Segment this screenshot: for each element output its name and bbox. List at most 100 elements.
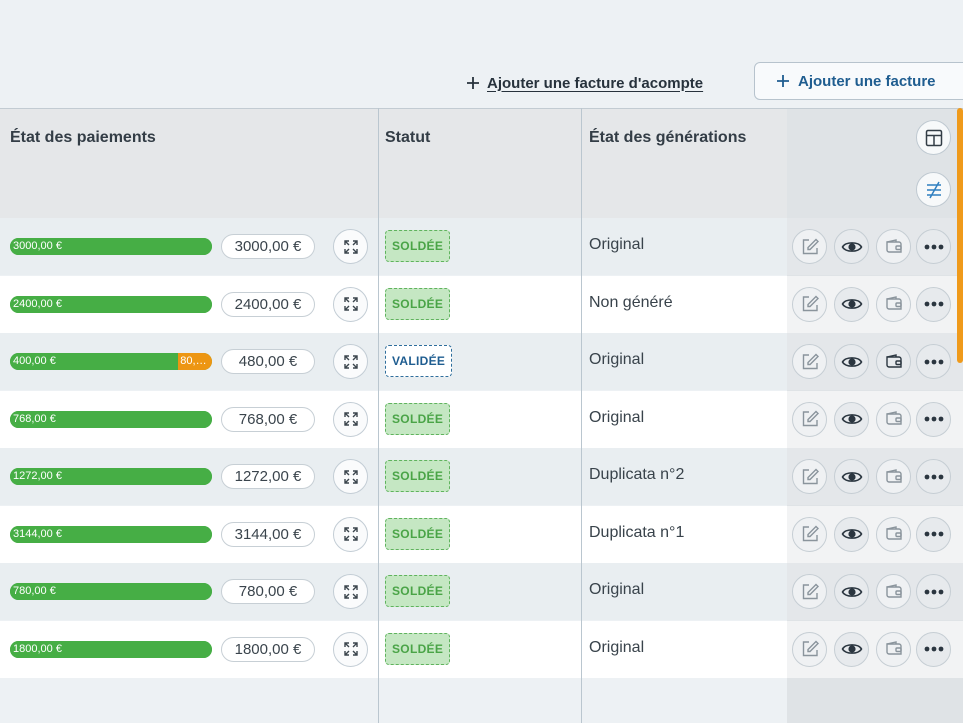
- edit-button[interactable]: [792, 286, 827, 322]
- row-main: 1800,00 € 1800,00 € SOLDÉE Original: [0, 620, 787, 678]
- invoice-total-amount: 780,00 €: [221, 579, 315, 604]
- payment-button[interactable]: [876, 516, 911, 552]
- more-icon: [924, 416, 943, 422]
- edit-button[interactable]: [792, 229, 827, 264]
- row-actions: [787, 218, 963, 275]
- view-button[interactable]: [834, 631, 869, 667]
- expand-row-button[interactable]: [333, 574, 368, 609]
- wallet-icon: [885, 411, 902, 425]
- view-button[interactable]: [834, 229, 869, 264]
- row-actions: [787, 620, 963, 678]
- more-options-button[interactable]: [916, 516, 951, 552]
- payment-button[interactable]: [876, 229, 911, 264]
- edit-icon: [802, 525, 819, 542]
- edit-button[interactable]: [792, 459, 827, 494]
- payment-button[interactable]: [876, 344, 911, 379]
- table-top-border: [0, 108, 963, 109]
- invoice-total-amount: 3000,00 €: [221, 234, 315, 259]
- edit-button[interactable]: [792, 344, 827, 379]
- more-icon: [924, 589, 943, 594]
- vertical-scrollbar-thumb[interactable]: [957, 108, 963, 363]
- expand-icon: [343, 584, 358, 599]
- payment-button[interactable]: [876, 574, 911, 609]
- expand-row-button[interactable]: [333, 229, 368, 264]
- edit-button[interactable]: [792, 401, 827, 437]
- more-options-button[interactable]: [916, 459, 951, 494]
- filter-icon: [926, 181, 941, 198]
- expand-icon: [343, 354, 358, 369]
- more-options-button[interactable]: [916, 229, 951, 264]
- more-icon: [924, 301, 943, 307]
- payment-button[interactable]: [876, 401, 911, 437]
- invoice-total-amount: 480,00 €: [221, 349, 315, 374]
- invoice-total-amount: 1272,00 €: [221, 464, 315, 489]
- add-deposit-invoice-button[interactable]: Ajouter une facture d'acompte: [466, 70, 703, 96]
- paid-amount-segment: 3144,00 €: [10, 525, 212, 543]
- paid-amount-segment: 768,00 €: [10, 410, 212, 428]
- eye-icon: [841, 471, 862, 482]
- payment-button[interactable]: [876, 631, 911, 667]
- edit-button[interactable]: [792, 574, 827, 609]
- expand-row-button[interactable]: [333, 401, 368, 437]
- view-button[interactable]: [834, 516, 869, 552]
- payment-button[interactable]: [876, 286, 911, 322]
- more-icon: [924, 646, 943, 652]
- column-divider: [581, 108, 582, 723]
- edit-button[interactable]: [792, 631, 827, 667]
- layout-columns-icon: [925, 129, 942, 146]
- column-layout-button[interactable]: [916, 120, 951, 155]
- edit-icon: [802, 238, 819, 254]
- status-badge: SOLDÉE: [385, 575, 451, 607]
- expand-icon: [343, 469, 358, 484]
- view-button[interactable]: [834, 459, 869, 494]
- expand-row-button[interactable]: [333, 459, 368, 494]
- eye-icon: [841, 644, 862, 654]
- edit-icon: [802, 640, 819, 657]
- payment-progress-bar: 1800,00 €: [10, 640, 212, 658]
- table-row: 1272,00 € 1272,00 € SOLDÉE Duplicata n°2: [0, 448, 963, 505]
- row-actions: [787, 275, 963, 333]
- payment-button[interactable]: [876, 459, 911, 494]
- add-invoice-button[interactable]: Ajouter une facture: [754, 62, 963, 100]
- table-row: 3144,00 € 3144,00 € SOLDÉE Duplicata n°1: [0, 505, 963, 563]
- table-row: 1800,00 € 1800,00 € SOLDÉE Original: [0, 620, 963, 678]
- view-button[interactable]: [834, 401, 869, 437]
- more-options-button[interactable]: [916, 344, 951, 379]
- status-badge: SOLDÉE: [385, 460, 451, 492]
- view-button[interactable]: [834, 574, 869, 609]
- paid-amount-segment: 400,00 €: [10, 353, 179, 370]
- expand-row-button[interactable]: [333, 286, 368, 322]
- row-main: 3000,00 € 3000,00 € SOLDÉE Original: [0, 218, 787, 275]
- more-icon: [924, 359, 943, 364]
- status-badge: SOLDÉE: [385, 230, 451, 262]
- expand-row-button[interactable]: [333, 516, 368, 552]
- paid-amount-segment: 3000,00 €: [10, 238, 212, 255]
- row-actions: [787, 390, 963, 448]
- payment-progress-bar: 2400,00 €: [10, 295, 212, 313]
- more-options-button[interactable]: [916, 286, 951, 322]
- filter-button[interactable]: [916, 172, 951, 207]
- generation-state: Duplicata n°1: [589, 523, 685, 541]
- expand-row-button[interactable]: [333, 344, 368, 379]
- more-options-button[interactable]: [916, 574, 951, 609]
- more-options-button[interactable]: [916, 631, 951, 667]
- view-button[interactable]: [834, 286, 869, 322]
- expand-row-button[interactable]: [333, 631, 368, 667]
- generation-state: Original: [589, 638, 645, 656]
- generation-state: Original: [589, 351, 645, 368]
- row-actions: [787, 333, 963, 390]
- wallet-icon: [885, 641, 902, 655]
- invoice-total-amount: 2400,00 €: [221, 291, 315, 317]
- eye-icon: [841, 414, 862, 424]
- more-icon: [924, 474, 943, 479]
- eye-icon: [841, 241, 862, 252]
- expand-icon: [343, 642, 358, 656]
- wallet-icon: [885, 238, 902, 253]
- edit-button[interactable]: [792, 516, 827, 552]
- eye-icon: [841, 299, 862, 309]
- table-row: 2400,00 € 2400,00 € SOLDÉE Non généré: [0, 275, 963, 333]
- view-button[interactable]: [834, 344, 869, 379]
- row-actions: [787, 505, 963, 563]
- more-options-button[interactable]: [916, 401, 951, 437]
- row-main: 768,00 € 768,00 € SOLDÉE Original: [0, 390, 787, 448]
